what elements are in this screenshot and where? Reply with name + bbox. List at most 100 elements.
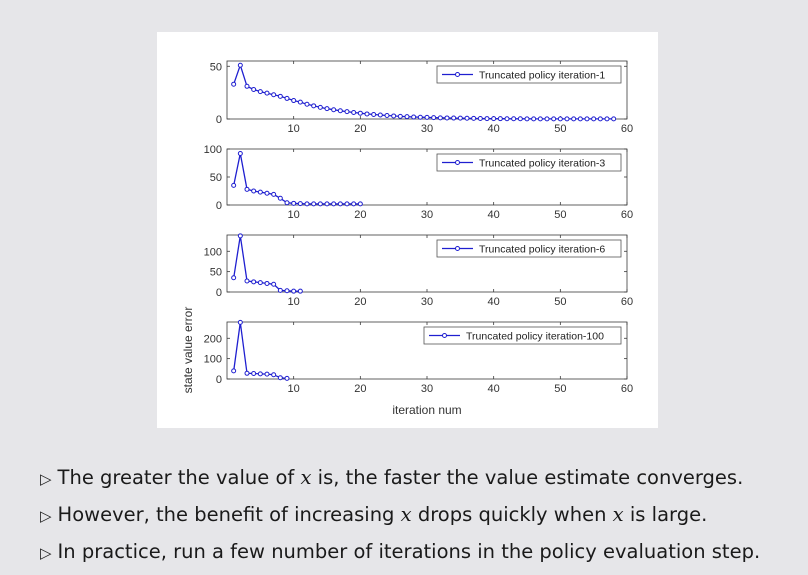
legend-marker	[455, 160, 460, 165]
data-point	[431, 115, 437, 121]
data-point	[284, 288, 290, 294]
data-point	[237, 233, 243, 239]
x-tick-label: 20	[354, 296, 366, 308]
data-point	[451, 115, 457, 121]
data-point	[597, 116, 603, 122]
data-point	[344, 109, 350, 115]
legend-label: Truncated policy iteration-100	[466, 331, 604, 343]
data-point	[364, 111, 370, 117]
data-point	[371, 111, 377, 117]
legend-marker	[442, 333, 447, 338]
data-point	[404, 114, 410, 120]
data-point	[511, 116, 517, 122]
data-point	[477, 115, 483, 121]
data-point	[277, 287, 283, 293]
data-point	[484, 116, 490, 122]
data-point	[604, 116, 610, 122]
subplot-panel-4: 10 20 30 40 50 60 0 100 200 Truncated policy iter…	[204, 319, 633, 395]
y-tick-label: 50	[210, 61, 222, 73]
x-tick-label: 20	[354, 383, 366, 395]
bullet-text-pre: The greater the value of	[57, 466, 301, 489]
data-point	[457, 115, 463, 121]
data-point	[464, 115, 470, 121]
data-point	[564, 116, 570, 122]
x-tick-label: 60	[621, 123, 633, 135]
legend-box	[436, 239, 622, 258]
data-point	[231, 81, 237, 87]
data-point	[237, 319, 243, 325]
math-variable: x	[300, 466, 312, 489]
series-line	[233, 63, 614, 120]
data-point	[244, 83, 250, 89]
x-tick-label: 50	[554, 123, 566, 135]
data-point	[297, 99, 303, 105]
data-point	[237, 150, 243, 156]
x-tick-label: 20	[354, 209, 366, 221]
x-tick-label: 40	[488, 123, 500, 135]
data-point	[324, 201, 330, 207]
data-point	[257, 371, 263, 377]
data-point	[337, 201, 343, 207]
legend-box	[423, 326, 622, 345]
y-tick-label: 0	[216, 374, 222, 386]
data-point	[271, 191, 277, 197]
data-point	[351, 109, 357, 115]
data-point	[317, 104, 323, 110]
data-point	[504, 116, 510, 122]
bullet-triangle-icon: ▷	[40, 507, 52, 525]
y-tick-label: 0	[216, 114, 222, 126]
data-point	[384, 113, 390, 119]
data-point	[497, 116, 503, 122]
data-point	[537, 116, 543, 122]
data-point	[251, 371, 257, 377]
data-point	[257, 280, 263, 286]
data-point	[437, 115, 443, 121]
data-point	[231, 368, 237, 374]
data-point	[237, 62, 243, 68]
data-point	[251, 279, 257, 285]
data-point	[257, 89, 263, 95]
bullet-text-pre: However, the benefit of increasing	[57, 503, 401, 526]
data-point	[244, 186, 250, 192]
data-point	[424, 114, 430, 120]
x-tick-label: 40	[488, 383, 500, 395]
legend-box	[436, 153, 622, 172]
x-tick-label: 60	[621, 209, 633, 221]
bullet-item-3: ▷ In practice, run a few number of iterat…	[40, 534, 760, 571]
legend-label: Truncated policy iteration-1	[479, 70, 605, 82]
subplot-panel-3: 10 20 30 40 50 60 0 50 100 Truncated policy itera…	[204, 233, 633, 308]
data-point	[411, 114, 417, 120]
data-point	[291, 288, 297, 294]
bullet-item-2: ▷ However, the benefit of increasing x dr…	[40, 497, 760, 534]
data-point	[271, 372, 277, 378]
x-tick-label: 30	[421, 209, 433, 221]
y-tick-label: 0	[216, 200, 222, 212]
data-point	[231, 182, 237, 188]
data-point	[571, 116, 577, 122]
data-point	[311, 103, 317, 109]
data-point	[271, 281, 277, 287]
data-point	[551, 116, 557, 122]
data-point	[277, 93, 283, 99]
legend-marker	[455, 246, 460, 251]
data-point	[231, 275, 237, 281]
data-point	[311, 201, 317, 207]
x-tick-label: 30	[421, 383, 433, 395]
data-point	[284, 200, 290, 206]
data-point	[524, 116, 530, 122]
data-point	[264, 371, 270, 377]
y-axis-label: state value error	[181, 307, 195, 394]
x-tick-label: 50	[554, 209, 566, 221]
data-point	[304, 201, 310, 207]
x-tick-label: 60	[621, 296, 633, 308]
x-tick-label: 40	[488, 209, 500, 221]
x-tick-label: 10	[288, 296, 300, 308]
x-tick-label: 30	[421, 123, 433, 135]
y-tick-label: 0	[216, 287, 222, 299]
data-point	[251, 188, 257, 194]
data-point	[297, 201, 303, 207]
data-point	[531, 116, 537, 122]
data-point	[284, 375, 290, 381]
data-point	[271, 92, 277, 98]
data-point	[264, 90, 270, 96]
